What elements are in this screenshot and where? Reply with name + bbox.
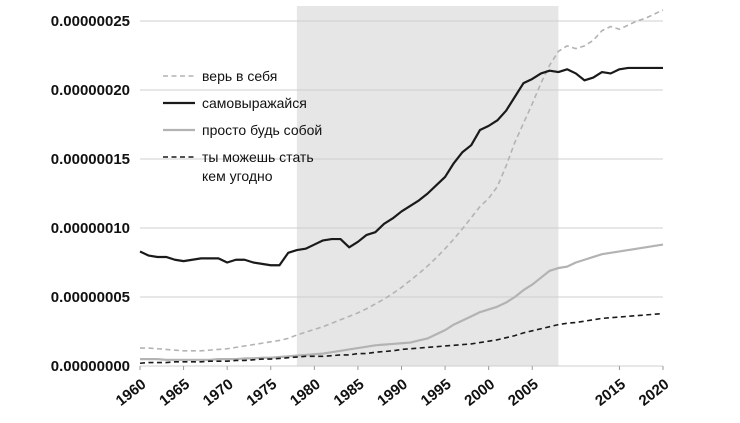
series-line-3 bbox=[140, 243, 664, 361]
x-axis: 1960 1965 1970 1975 1980 1985 1990 1995 2000 2005… bbox=[113, 366, 673, 410]
legend-label: верь в себя bbox=[202, 68, 277, 84]
y-tick-label: 0.00000020 bbox=[51, 82, 130, 99]
y-tick-label: 0.00000000 bbox=[51, 358, 130, 375]
y-tick-label: 0.00000015 bbox=[51, 151, 130, 168]
series-lines bbox=[139, 9, 664, 365]
x-tick-label: 1995 bbox=[418, 376, 455, 410]
series-line-4 bbox=[139, 312, 664, 365]
legend-label: ты можешь стать bbox=[202, 149, 314, 165]
y-tick-label: 0.00000025 bbox=[51, 13, 130, 30]
x-tick-label: 2015 bbox=[592, 376, 629, 410]
x-tick-label: 1980 bbox=[287, 376, 324, 410]
x-tick-label: 1985 bbox=[331, 376, 368, 410]
legend: верь в себя самовыражайся просто будь собо… bbox=[163, 68, 322, 184]
series-line-2 bbox=[139, 66, 663, 267]
x-tick-label: 1960 bbox=[113, 376, 150, 410]
x-tick-label: 2000 bbox=[461, 376, 498, 410]
gridlines bbox=[140, 20, 663, 367]
series-line-1 bbox=[140, 9, 664, 352]
x-tick-label: 2020 bbox=[636, 376, 673, 410]
x-tick-label: 1975 bbox=[243, 376, 280, 410]
x-tick-label: 1965 bbox=[156, 376, 193, 410]
legend-label: просто будь собой bbox=[202, 122, 322, 138]
shaded-period bbox=[296, 6, 559, 366]
y-axis: 0.00000000 0.00000005 0.00000010 0.00000015… bbox=[51, 13, 130, 375]
x-tick-label: 1970 bbox=[200, 376, 237, 410]
legend-label: кем угодно bbox=[202, 168, 273, 184]
x-tick-label: 2005 bbox=[505, 376, 542, 410]
y-tick-label: 0.00000010 bbox=[51, 220, 130, 237]
legend-label: самовыражайся bbox=[202, 95, 307, 111]
y-tick-label: 0.00000005 bbox=[51, 289, 130, 306]
x-tick-label: 1990 bbox=[374, 376, 411, 410]
